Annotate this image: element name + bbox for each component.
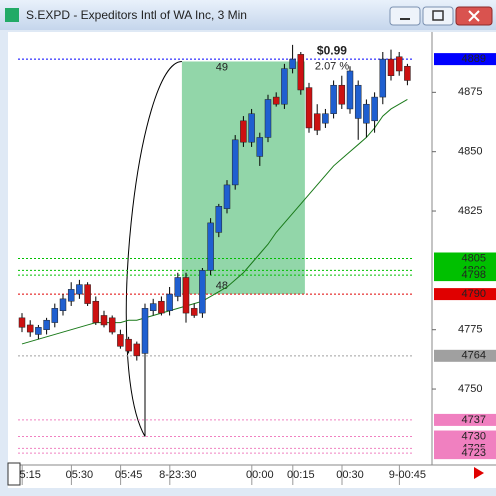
level-label: 4889 [462, 53, 486, 65]
scroll-arrow[interactable] [474, 467, 484, 479]
maximize-icon [432, 10, 444, 21]
level-label: 4798 [462, 269, 486, 281]
candle-body [43, 319, 50, 330]
candle-body [379, 58, 387, 98]
candle-body [338, 84, 346, 105]
level-label-box [434, 252, 496, 265]
x-tick-label: 8-23:30 [159, 469, 196, 481]
candle-body [149, 303, 157, 311]
candle-body [174, 277, 182, 297]
close-icon [468, 10, 480, 22]
candle-body [199, 270, 206, 314]
candle-body [92, 300, 100, 323]
candle-body [133, 343, 141, 357]
candle-body [395, 56, 403, 72]
candle-body [18, 317, 26, 328]
level-label-box [434, 53, 496, 66]
level-label: 4764 [462, 350, 486, 362]
level-label-box [434, 447, 496, 460]
level-label: 4730 [462, 430, 486, 442]
candle-body [141, 308, 149, 354]
candle-body [354, 84, 362, 119]
candle-body [59, 298, 67, 311]
x-tick-label: 05:30 [66, 469, 94, 481]
candle-body [297, 54, 305, 91]
candle-body [182, 277, 190, 314]
candle-body [117, 334, 124, 347]
scroll-thumb[interactable] [7, 462, 21, 486]
x-tick-label: 9-00:45 [389, 469, 426, 481]
x-tick-label: 5:15 [19, 469, 40, 481]
level-label: 4790 [462, 288, 486, 300]
level-label: 4805 [462, 252, 486, 264]
candle-body [330, 84, 337, 114]
trade-gain: $0.99 [317, 44, 347, 58]
app-icon [5, 8, 19, 22]
candle-body [363, 103, 370, 124]
candle-body [256, 137, 264, 157]
candle-body [51, 308, 59, 323]
candle-body [346, 70, 354, 110]
x-tick-label: 00:15 [287, 469, 315, 481]
trade-entry-label: 48 [216, 280, 228, 292]
level-label: 4737 [462, 414, 486, 426]
candle-body [158, 300, 165, 314]
y-tick-label: 4775 [458, 324, 482, 336]
candle-body [264, 99, 272, 138]
candle-body [231, 139, 239, 186]
candle-body [305, 87, 313, 129]
level-label-box [434, 430, 496, 443]
candle-body [240, 120, 247, 143]
minimize-button[interactable] [389, 6, 421, 26]
candle-body [404, 65, 411, 81]
trade-gain-pct: 2.07 % [315, 60, 349, 72]
candle-body [207, 222, 214, 271]
candle-body [108, 317, 116, 333]
y-tick-label: 4875 [458, 86, 482, 98]
candle-body [281, 68, 288, 105]
y-tick-label: 4825 [458, 205, 482, 217]
candle-body [322, 113, 329, 124]
candle-body [248, 113, 255, 143]
x-tick-label: 00:30 [336, 469, 364, 481]
moving-average [21, 99, 408, 345]
candle-body [100, 315, 108, 326]
candle-body [215, 206, 223, 233]
candle-body [76, 284, 83, 295]
candle-body [223, 184, 231, 209]
candle-body [371, 96, 378, 122]
candle-body [190, 308, 198, 316]
candle-body [84, 284, 91, 304]
candle-body [387, 58, 395, 76]
candle-body [26, 324, 34, 333]
trade-exit-label: 49 [216, 61, 228, 73]
level-label-box [434, 288, 496, 301]
level-label-box [434, 349, 496, 362]
maximize-button[interactable] [422, 6, 454, 26]
candle-body [35, 327, 42, 335]
candle-body [166, 293, 173, 311]
y-tick-label: 4850 [458, 146, 482, 158]
candle-body [272, 96, 280, 105]
level-label-box [434, 413, 496, 426]
candle-body [289, 58, 296, 69]
candle-body [125, 338, 132, 352]
candle-body [67, 289, 75, 302]
y-tick-label: 4750 [458, 383, 482, 395]
candle-body [313, 113, 321, 131]
x-tick-label: 00:00 [246, 469, 274, 481]
trend-arc [125, 60, 182, 437]
level-label-box [434, 269, 496, 282]
x-tick-label: 05:45 [115, 469, 143, 481]
window-title: S.EXPD - Expeditors Intl of WA Inc, 3 Mi… [26, 8, 247, 22]
level-label: 4723 [462, 447, 486, 459]
